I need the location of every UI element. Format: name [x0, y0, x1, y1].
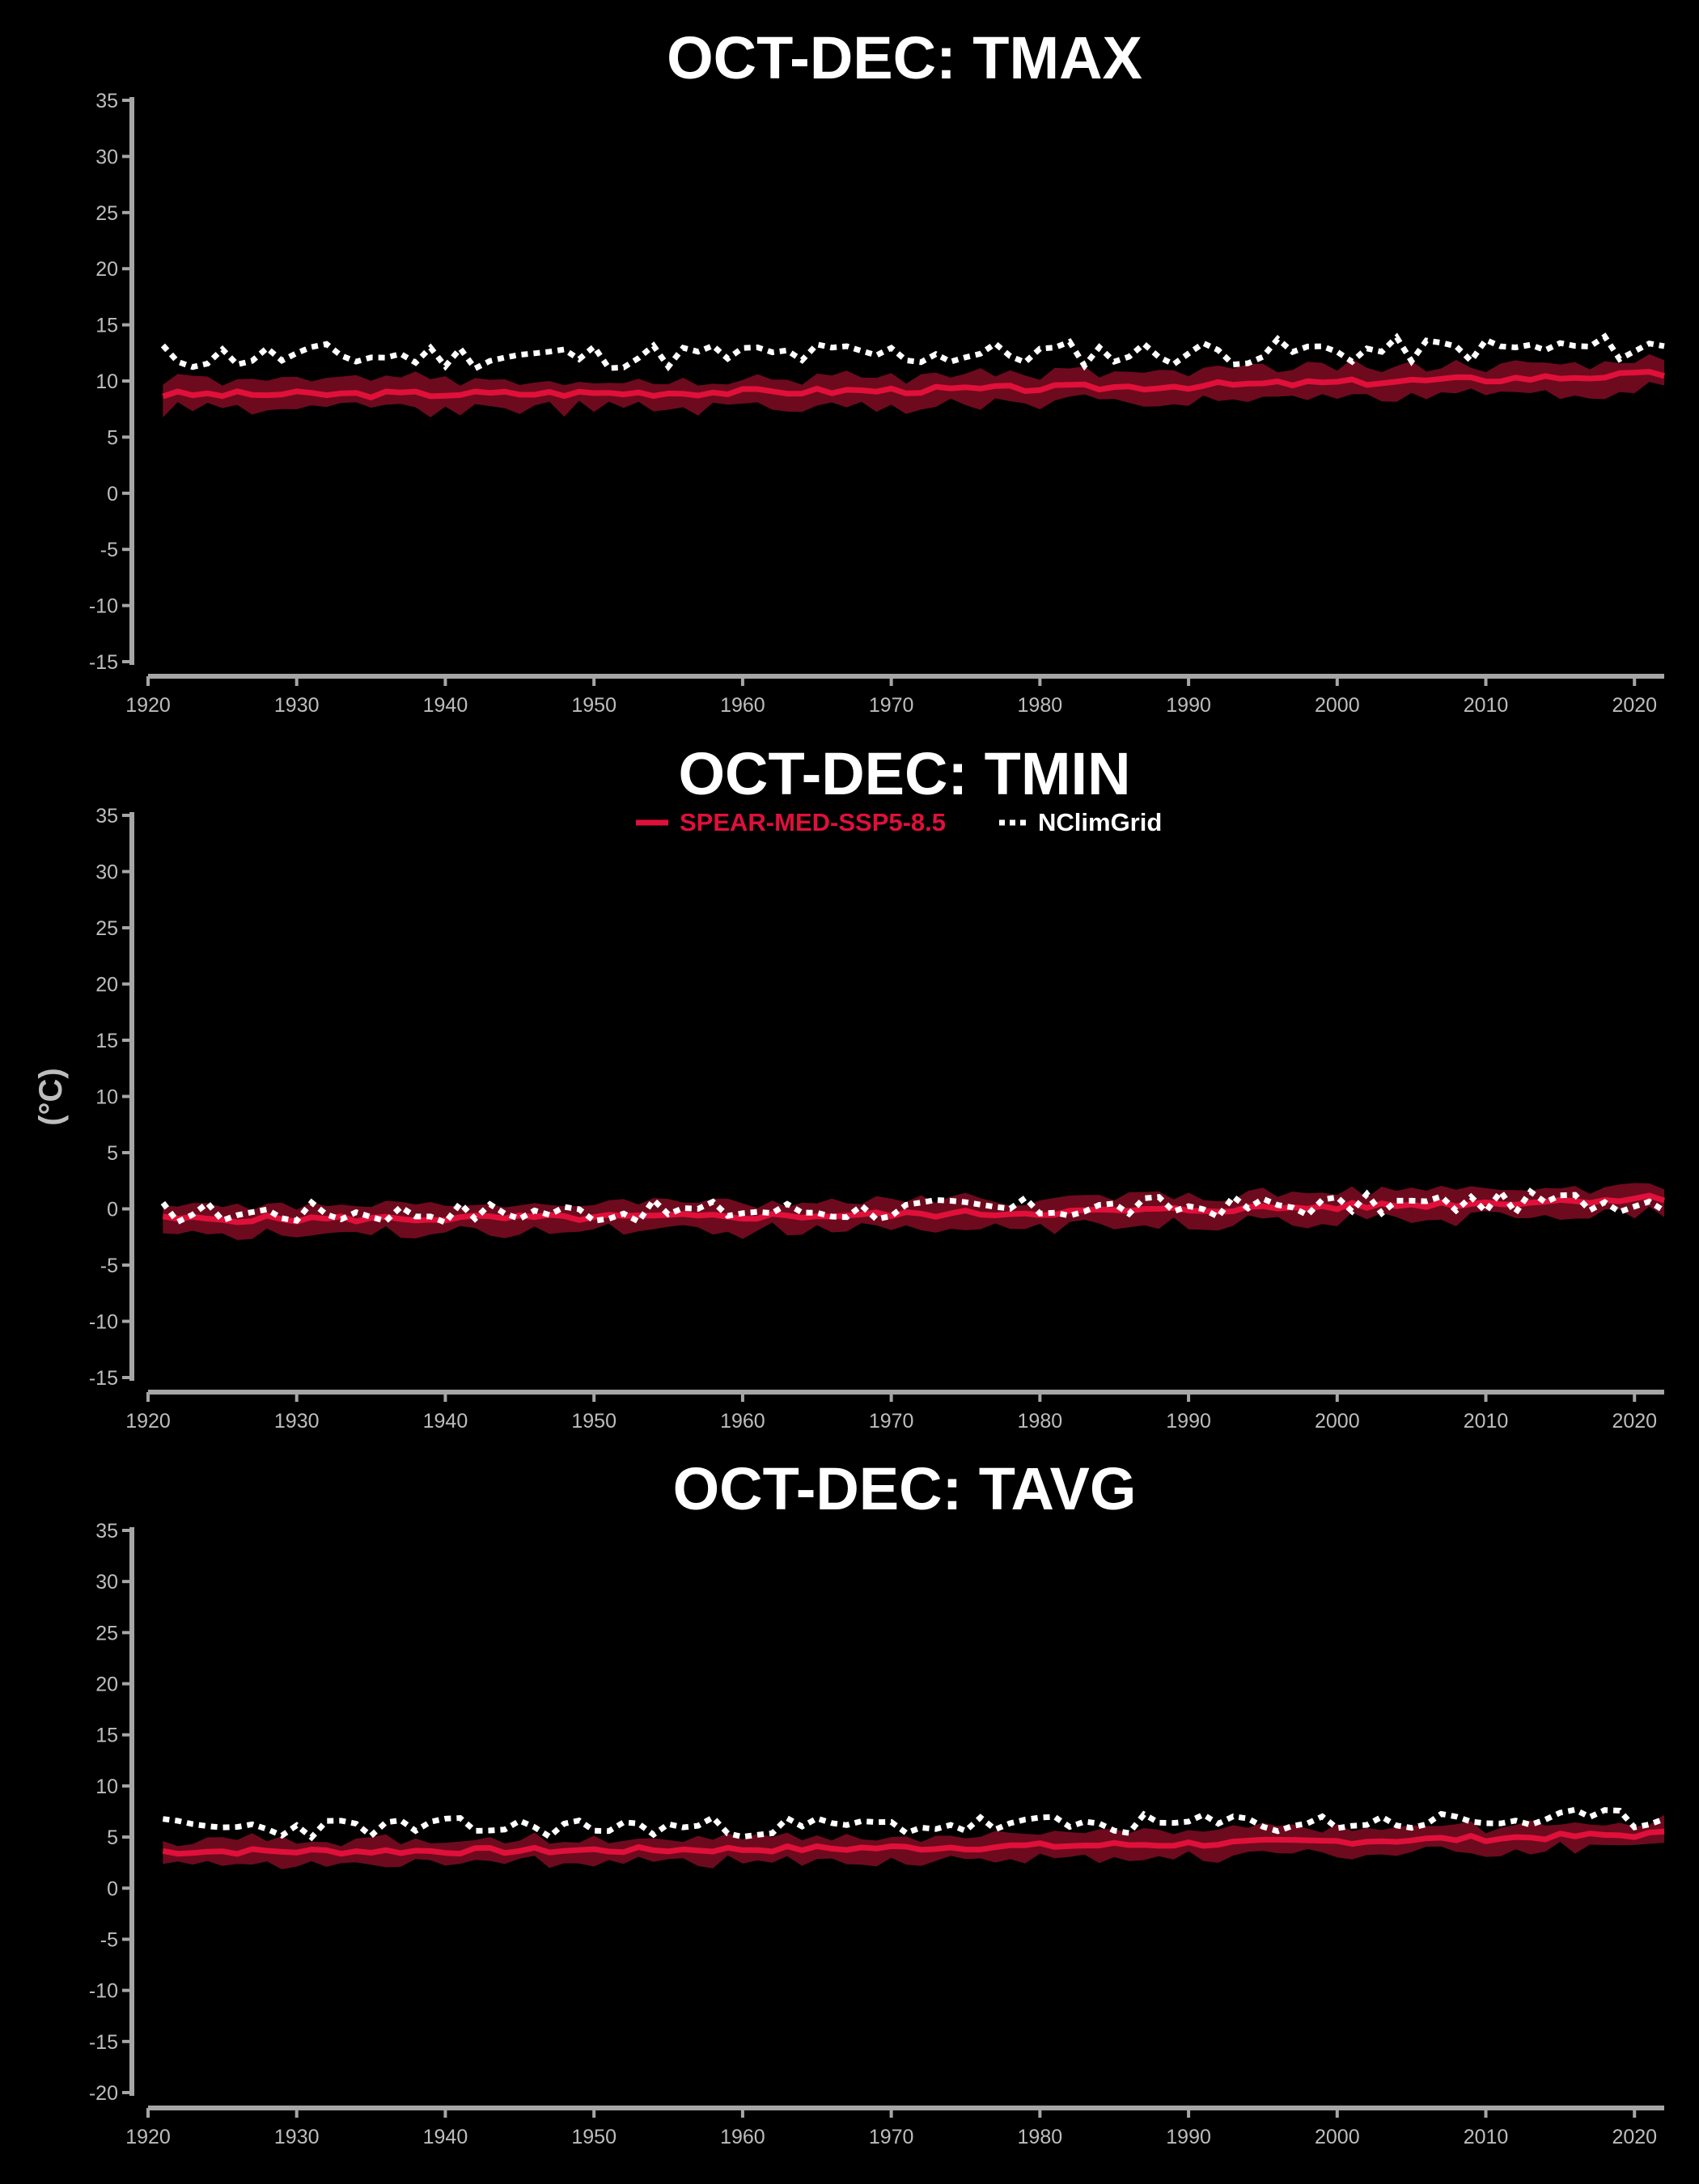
- y-axis-label: (°C): [33, 1068, 69, 1126]
- panel-tmin: OCT-DEC: TMIN -15 -10 -5 0 5 10 15 20 25 30 35 1920…: [89, 740, 1666, 1433]
- y-tick-label: 0: [107, 483, 118, 506]
- series-line-nclimgrid: [160, 332, 1665, 372]
- y-tick-label: 10: [95, 370, 118, 393]
- x-tick-label: 1920: [125, 2126, 171, 2148]
- y-tick-label: 20: [95, 258, 118, 281]
- plot-area-tmin: -15 -10 -5 0 5 10 15 20 25 30 35 1920 1930 1940 1950 19…: [89, 805, 1666, 1433]
- x-tick-label: 1950: [571, 694, 616, 717]
- x-tick-label: 1960: [720, 694, 765, 717]
- series-line-nclimgrid: [162, 1806, 1666, 1842]
- plot-area-tmax: -15 -10 -5 0 5 10 15 20 25 30 35 1920 1930 1940 1950 19…: [89, 90, 1665, 717]
- x-tick-label: 1980: [1018, 2126, 1063, 2148]
- y-tick-label: 5: [107, 1826, 118, 1849]
- y-tick-label: -10: [89, 1311, 118, 1334]
- y-tick-label: 10: [95, 1086, 118, 1109]
- legend-label-nclimgrid: NClimGrid: [1038, 808, 1162, 836]
- x-tick-label: 2000: [1315, 1410, 1360, 1433]
- y-tick-label: 35: [95, 1520, 118, 1543]
- x-tick-label: 1950: [571, 1410, 616, 1433]
- legend-label-spear: SPEAR-MED-SSP5-8.5: [680, 808, 946, 836]
- x-tick-label: 1990: [1166, 2126, 1211, 2148]
- series-line-nclimgrid: [160, 1187, 1666, 1226]
- x-tick-label: 1940: [423, 1410, 468, 1433]
- x-tick-label: 2010: [1464, 1410, 1509, 1433]
- x-tick-label: 2020: [1612, 1410, 1657, 1433]
- x-tick-label: 1930: [274, 2126, 320, 2148]
- x-tick-label: 2020: [1612, 2126, 1657, 2148]
- x-tick-label: 1920: [125, 694, 171, 717]
- y-tick-label: 0: [107, 1877, 118, 1900]
- panel-title-tmax: OCT-DEC: TMAX: [667, 24, 1142, 91]
- y-tick-label: 5: [107, 1142, 118, 1165]
- x-tick-label: 1960: [720, 2126, 765, 2148]
- panel-tmax: OCT-DEC: TMAX -15 -10 -5 0 5 10 15 20 25 30 35 1920…: [89, 24, 1665, 717]
- x-tick-label: 1980: [1018, 1410, 1063, 1433]
- x-tick-label: 1990: [1166, 694, 1211, 717]
- x-tick-label: 1980: [1018, 694, 1063, 717]
- x-tick-label: 2010: [1464, 694, 1509, 717]
- plot-area-tavg: -20 -15 -10 -5 0 5 10 15 20 25 30 35 1920 1930 1940 195…: [89, 1520, 1666, 2148]
- panel-tavg: OCT-DEC: TAVG -20 -15 -10 -5 0 5 10 15 20 25 30 35 1…: [89, 1455, 1666, 2148]
- y-tick-label: -15: [89, 1367, 118, 1390]
- x-tick-label: 2010: [1464, 2126, 1509, 2148]
- y-tick-label: -5: [100, 539, 118, 561]
- y-tick-label: 15: [95, 315, 118, 337]
- y-tick-label: 25: [95, 1622, 118, 1644]
- x-tick-label: 1940: [423, 2126, 468, 2148]
- y-tick-label: 30: [95, 1571, 118, 1594]
- series-line-spear: [162, 369, 1665, 400]
- y-tick-label: 25: [95, 202, 118, 225]
- x-tick-label: 1960: [720, 1410, 765, 1433]
- y-tick-label: 30: [95, 861, 118, 884]
- y-tick-label: 30: [95, 146, 118, 168]
- series-line-spear: [162, 1192, 1666, 1225]
- x-tick-label: 1970: [869, 1410, 914, 1433]
- y-tick-label: 20: [95, 1674, 118, 1696]
- x-tick-label: 1920: [125, 1410, 171, 1433]
- y-tick-label: 20: [95, 974, 118, 997]
- x-tick-label: 1930: [274, 1410, 320, 1433]
- x-tick-label: 1940: [423, 694, 468, 717]
- x-tick-label: 1950: [571, 2126, 616, 2148]
- y-tick-label: 10: [95, 1776, 118, 1798]
- series-line-spear: [162, 1828, 1665, 1857]
- panel-title-tmin: OCT-DEC: TMIN: [678, 740, 1130, 807]
- x-tick-label: 2000: [1315, 2126, 1360, 2148]
- x-tick-label: 1930: [274, 694, 320, 717]
- x-tick-label: 2020: [1612, 694, 1657, 717]
- y-tick-label: -10: [89, 1980, 118, 2003]
- x-tick-label: 2000: [1315, 694, 1360, 717]
- legend: SPEAR-MED-SSP5-8.5 NClimGrid: [636, 808, 1162, 836]
- y-tick-label: 35: [95, 805, 118, 827]
- y-tick-label: 15: [95, 1725, 118, 1747]
- y-tick-label: 35: [95, 90, 118, 112]
- y-tick-label: -5: [100, 1928, 118, 1951]
- y-tick-label: -10: [89, 595, 118, 618]
- y-tick-label: -5: [100, 1255, 118, 1277]
- panel-title-tavg: OCT-DEC: TAVG: [673, 1455, 1137, 1522]
- x-tick-label: 1970: [869, 2126, 914, 2148]
- y-tick-label: 15: [95, 1030, 118, 1052]
- y-tick-label: -15: [89, 2031, 118, 2054]
- x-tick-label: 1970: [869, 694, 914, 717]
- x-tick-label: 1990: [1166, 1410, 1211, 1433]
- y-tick-label: 0: [107, 1199, 118, 1221]
- spread-band: [163, 353, 1664, 417]
- y-tick-label: -15: [89, 651, 118, 674]
- y-tick-label: 5: [107, 426, 118, 449]
- y-tick-label: 25: [95, 917, 118, 940]
- y-tick-label: -20: [89, 2082, 118, 2105]
